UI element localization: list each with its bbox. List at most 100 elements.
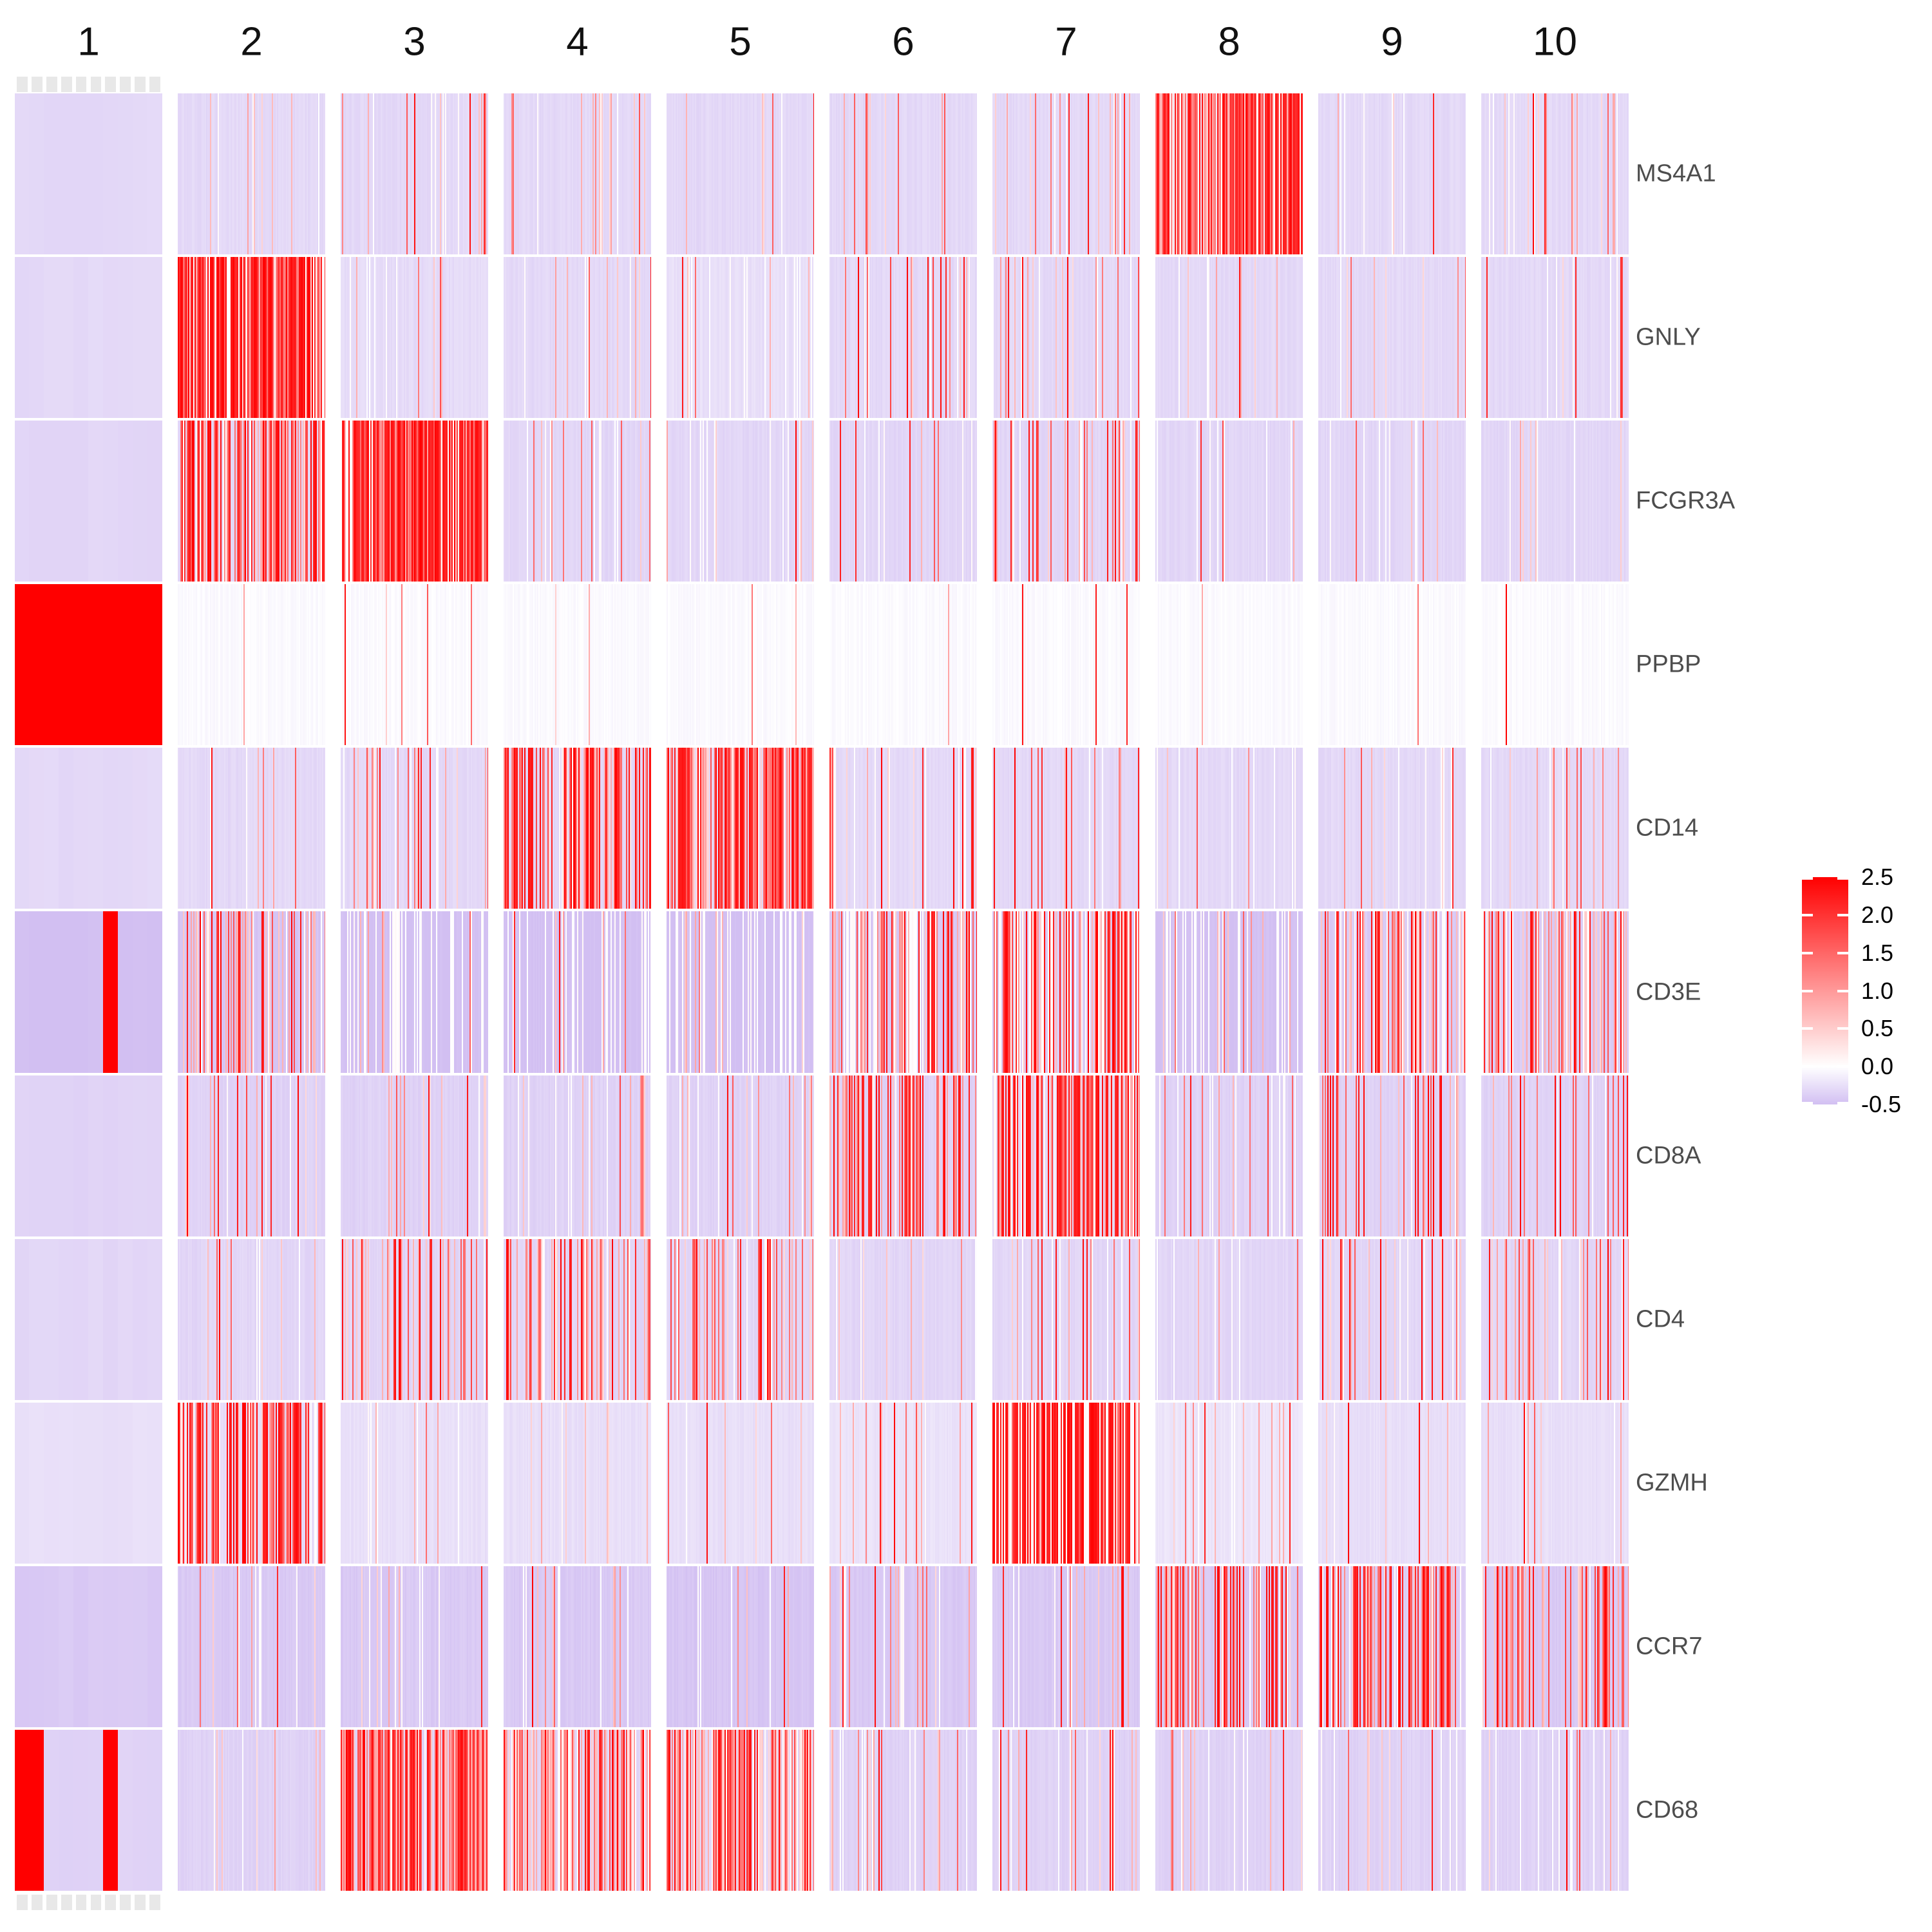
heatmap-block-PPBP-cluster9: [1318, 584, 1466, 746]
heatmap-block-CD4-cluster1: [15, 1238, 162, 1400]
heatmap-block-CD14-cluster4: [504, 748, 651, 909]
heatmap-block-CD68-cluster5: [667, 1729, 814, 1891]
cluster-label-6: 6: [892, 19, 914, 64]
heatmap-block-CD14-cluster9: [1318, 748, 1466, 909]
heatmap-block-GZMH-cluster2: [178, 1402, 325, 1564]
heatmap-block-CD3E-cluster8: [1155, 911, 1303, 1073]
gene-label-CD14: CD14: [1636, 814, 1699, 842]
gene-label-CD3E: CD3E: [1636, 978, 1701, 1005]
heatmap-block-CD68-cluster10: [1481, 1729, 1629, 1891]
colorbar-tick: [1802, 1102, 1813, 1104]
heatmap-block-GZMH-cluster10: [1481, 1402, 1629, 1564]
cluster-label-5: 5: [729, 19, 752, 64]
heatmap-block-MS4A1-cluster10: [1481, 93, 1629, 255]
heatmap-block-MS4A1-cluster5: [667, 93, 814, 255]
heatmap-block-CD3E-cluster6: [829, 911, 977, 1073]
heatmap-block-GNLY-cluster6: [829, 257, 977, 419]
cluster1-cell-tick: [105, 77, 117, 92]
cluster-label-2: 2: [240, 19, 263, 64]
heatmap-block-PPBP-cluster3: [341, 584, 488, 746]
cluster1-cell-tick: [17, 77, 28, 92]
colorbar-tick-label: -0.5: [1861, 1091, 1902, 1117]
heatmap-block-CD4-cluster7: [992, 1238, 1140, 1400]
heatmap-block-CCR7-cluster9: [1318, 1566, 1466, 1727]
cluster1-cell-tick: [90, 77, 102, 92]
gene-label-GNLY: GNLY: [1636, 323, 1701, 351]
colorbar-tick: [1802, 1065, 1813, 1068]
heatmap-block-PPBP-cluster1: [15, 584, 162, 746]
heatmap-block-GNLY-cluster7: [992, 257, 1140, 419]
gene-label-CD68: CD68: [1636, 1796, 1699, 1824]
gene-label-CCR7: CCR7: [1636, 1633, 1703, 1660]
heatmap-block-CCR7-cluster6: [829, 1566, 977, 1727]
heatmap-block-CD14-cluster8: [1155, 748, 1303, 909]
heatmap-block-FCGR3A-cluster1: [15, 421, 162, 582]
heatmap-block-CD14-cluster5: [667, 748, 814, 909]
heatmap-block-CD4-cluster5: [667, 1238, 814, 1400]
cluster1-cell-tick: [61, 1895, 72, 1910]
cluster-label-1: 1: [77, 19, 100, 64]
heatmap-block-CD3E-cluster2: [178, 911, 325, 1073]
cluster1-cell-tick: [120, 77, 131, 92]
heatmap-block-FCGR3A-cluster6: [829, 421, 977, 582]
heatmap-block-CD8A-cluster7: [992, 1075, 1140, 1236]
colorbar-tick: [1837, 989, 1848, 992]
heatmap-block-GNLY-cluster1: [15, 257, 162, 419]
colorbar-tick-label: 0.5: [1861, 1015, 1894, 1042]
heatmap-block-PPBP-cluster6: [829, 584, 977, 746]
heatmap-block-CD8A-cluster3: [341, 1075, 488, 1236]
heatmap-block-CCR7-cluster1: [15, 1566, 162, 1727]
colorbar-tick-label: 2.5: [1861, 864, 1894, 890]
heatmap-block-CD8A-cluster6: [829, 1075, 977, 1236]
gene-label-FCGR3A: FCGR3A: [1636, 487, 1736, 515]
heatmap-block-CD8A-cluster8: [1155, 1075, 1303, 1236]
gene-label-CD8A: CD8A: [1636, 1142, 1701, 1170]
cluster1-cell-tick: [105, 1895, 117, 1910]
heatmap-block-GNLY-cluster3: [341, 257, 488, 419]
cluster1-cell-tick: [90, 1895, 102, 1910]
heatmap-block-CCR7-cluster8: [1155, 1566, 1303, 1727]
heatmap-block-MS4A1-cluster9: [1318, 93, 1466, 255]
cluster1-cell-tick: [46, 77, 57, 92]
heatmap-block-PPBP-cluster7: [992, 584, 1140, 746]
cluster1-cell-tick: [61, 77, 72, 92]
colorbar-tick: [1802, 989, 1813, 992]
cluster-label-8: 8: [1218, 19, 1240, 64]
heatmap-block-CCR7-cluster5: [667, 1566, 814, 1727]
heatmap-block-CD4-cluster6: [829, 1238, 977, 1400]
colorbar-tick-label: 1.0: [1861, 977, 1894, 1004]
colorbar-tick: [1802, 951, 1813, 954]
heatmap-block-CD8A-cluster9: [1318, 1075, 1466, 1236]
heatmap-block-CD68-cluster1: [15, 1729, 162, 1891]
heatmap-block-MS4A1-cluster3: [341, 93, 488, 255]
heatmap-block-FCGR3A-cluster4: [504, 421, 651, 582]
heatmap-block-CD14-cluster6: [829, 748, 977, 909]
heatmap-block-CCR7-cluster7: [992, 1566, 1140, 1727]
heatmap-block-CCR7-cluster10: [1481, 1566, 1629, 1727]
colorbar-tick: [1837, 1065, 1848, 1068]
heatmap-block-MS4A1-cluster2: [178, 93, 325, 255]
heatmap-block-FCGR3A-cluster10: [1481, 421, 1629, 582]
heatmap-block-CCR7-cluster2: [178, 1566, 325, 1727]
cluster1-cell-tick: [149, 77, 160, 92]
heatmap-block-GZMH-cluster4: [504, 1402, 651, 1564]
heatmap-block-GZMH-cluster3: [341, 1402, 488, 1564]
heatmap-block-GNLY-cluster8: [1155, 257, 1303, 419]
heatmap-block-CD68-cluster9: [1318, 1729, 1466, 1891]
colorbar-tick-label: 0.0: [1861, 1053, 1894, 1080]
heatmap-block-CD3E-cluster5: [667, 911, 814, 1073]
colorbar-tick: [1837, 1027, 1848, 1030]
heatmap-block-GNLY-cluster9: [1318, 257, 1466, 419]
heatmap-block-CD4-cluster2: [178, 1238, 325, 1400]
cluster1-cell-tick: [75, 77, 87, 92]
cluster1-cell-tick: [31, 1895, 43, 1910]
heatmap-block-MS4A1-cluster8: [1155, 93, 1303, 255]
colorbar-tick: [1802, 913, 1813, 916]
heatmap-block-CD68-cluster2: [178, 1729, 325, 1891]
colorbar-tick: [1802, 1027, 1813, 1030]
heatmap-block-PPBP-cluster10: [1481, 584, 1629, 746]
gene-label-CD4: CD4: [1636, 1305, 1685, 1333]
heatmap-block-MS4A1-cluster4: [504, 93, 651, 255]
heatmap-block-GZMH-cluster6: [829, 1402, 977, 1564]
